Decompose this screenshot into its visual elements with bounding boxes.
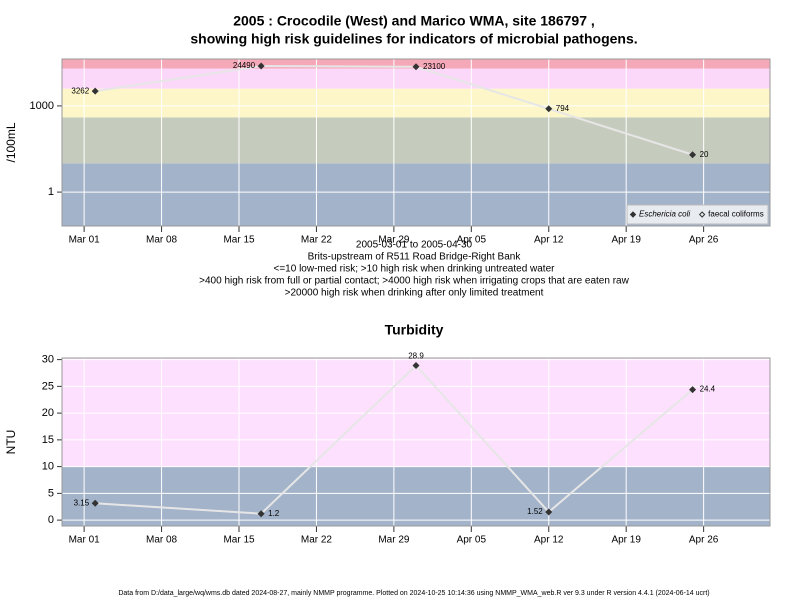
legend-symbol — [629, 211, 637, 218]
y-tick-label: 30 — [42, 354, 54, 366]
data-point — [545, 105, 553, 113]
x-tick-label: Apr 05 — [457, 535, 487, 546]
legend-box — [626, 204, 769, 225]
x-tick-label: Mar 29 — [378, 535, 410, 546]
y-tick-label: 0 — [48, 514, 54, 526]
risk-band — [62, 88, 770, 118]
subtitle: Brits-upstream of R511 Road Bridge-Right… — [308, 252, 522, 263]
legend-symbol — [698, 211, 706, 218]
x-tick-label: Apr 12 — [534, 235, 564, 246]
subtitle: 2005-03-01 to 2005-04-30 — [356, 240, 473, 251]
x-tick-label: Mar 08 — [146, 535, 178, 546]
data-point — [91, 499, 99, 507]
data-point — [412, 361, 420, 369]
data-point — [257, 510, 265, 518]
x-tick-label: Apr 19 — [611, 535, 641, 546]
y-tick-label: 1000 — [30, 100, 54, 112]
legend-label: faecal coliforms — [708, 210, 764, 219]
data-label: 1.52 — [527, 507, 543, 516]
data-label: 3.15 — [74, 498, 90, 507]
x-tick-label: Mar 22 — [301, 535, 333, 546]
y-axis-label: NTU — [4, 430, 18, 455]
x-tick-label: Mar 08 — [146, 235, 178, 246]
y-tick-label: 25 — [42, 380, 54, 392]
x-tick-label: Mar 01 — [69, 235, 101, 246]
y-tick-label: 15 — [42, 434, 54, 446]
plot-frame — [61, 58, 771, 227]
subtitle: <=10 low-med risk; >10 high risk when dr… — [274, 264, 556, 275]
risk-band — [62, 358, 770, 467]
risk-band — [62, 68, 770, 89]
data-label: 794 — [556, 104, 570, 113]
data-label: 28.9 — [408, 352, 424, 361]
data-label: 20 — [700, 150, 709, 159]
chart-title: Turbidity — [385, 322, 444, 338]
legend-label: Eschericia coli — [639, 210, 690, 219]
y-tick-label: 5 — [48, 487, 54, 499]
y-axis-label: /100mL — [4, 122, 18, 162]
subtitle: >400 high risk from full or partial cont… — [199, 276, 629, 287]
footer: Data from D:/data_large/wq/wms.db dated … — [118, 590, 709, 597]
data-label: 23100 — [423, 62, 446, 71]
plot-frame — [61, 357, 771, 527]
data-point — [257, 62, 265, 70]
data-label: 1.2 — [268, 509, 280, 518]
data-label: 24.4 — [700, 385, 716, 394]
chart-title: showing high risk guidelines for indicat… — [190, 31, 637, 47]
x-tick-label: Apr 19 — [611, 235, 641, 246]
data-point — [91, 87, 99, 95]
data-point — [689, 386, 697, 394]
y-tick-label: 10 — [42, 461, 54, 473]
y-tick-label: 20 — [42, 407, 54, 419]
x-tick-label: Mar 22 — [301, 235, 333, 246]
data-point — [545, 508, 553, 516]
x-tick-label: Mar 15 — [223, 535, 255, 546]
x-tick-label: Apr 26 — [689, 535, 719, 546]
x-tick-label: Mar 01 — [69, 535, 101, 546]
data-point — [412, 63, 420, 71]
risk-band — [62, 466, 770, 526]
x-tick-label: Apr 12 — [534, 535, 564, 546]
x-tick-label: Mar 15 — [223, 235, 255, 246]
data-label: 3262 — [71, 86, 89, 95]
data-label: 24490 — [233, 61, 256, 70]
x-tick-label: Mar 29 — [378, 235, 410, 246]
x-tick-label: Apr 05 — [457, 235, 487, 246]
y-tick-label: 1 — [48, 186, 54, 198]
chart-title: 2005 : Crocodile (West) and Marico WMA, … — [233, 13, 595, 29]
subtitle: >20000 high risk when drinking after onl… — [285, 288, 544, 299]
x-tick-label: Apr 26 — [689, 235, 719, 246]
data-point — [689, 151, 697, 159]
risk-band — [62, 117, 770, 164]
